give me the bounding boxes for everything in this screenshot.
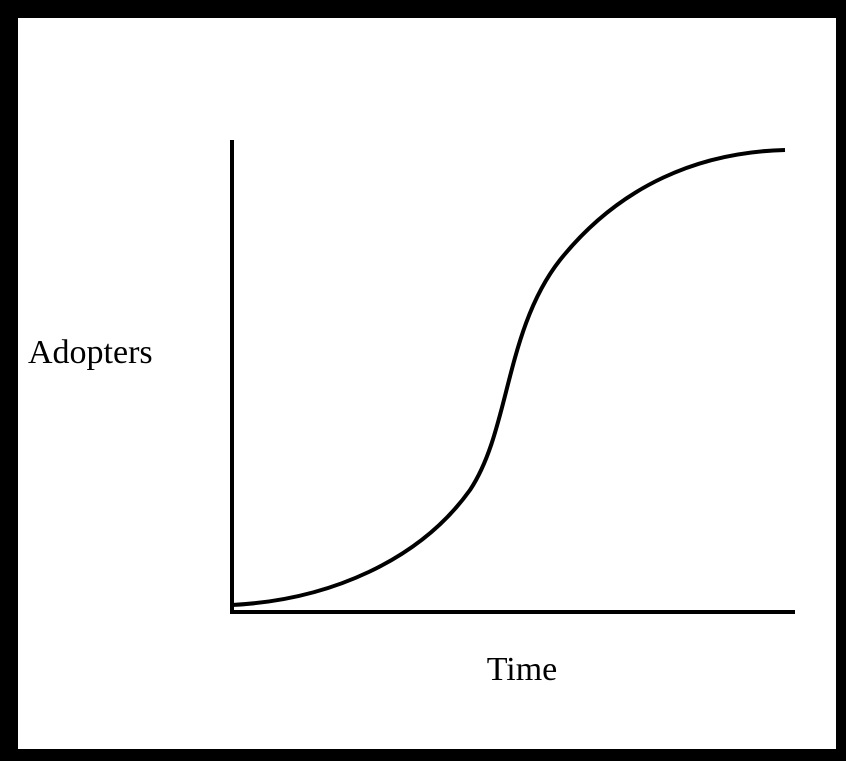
y-axis-label: Adopters (28, 334, 153, 371)
canvas (18, 18, 836, 749)
x-axis-label: Time (487, 651, 558, 688)
s-curve (231, 148, 786, 607)
